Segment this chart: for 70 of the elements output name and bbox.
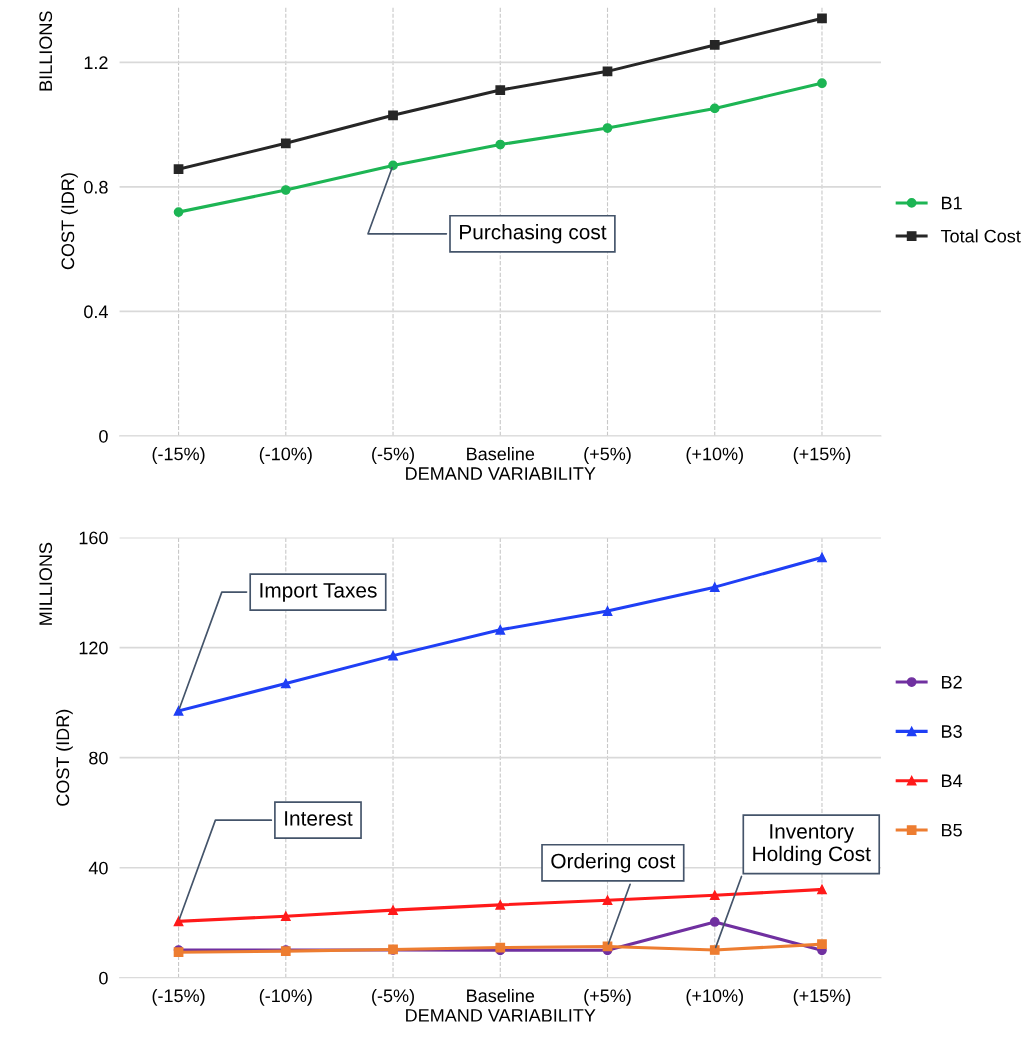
x-tick-label: (+10%)	[686, 988, 743, 1006]
legend-label: Total Cost	[940, 229, 1021, 243]
x-tick-label: (-5%)	[372, 447, 414, 464]
legend-label: B4	[942, 774, 963, 788]
point	[495, 624, 506, 635]
y-tick-label: 0.8	[84, 180, 108, 194]
x-tick-label: (-10%)	[259, 988, 312, 1006]
y-axis-title: COST (IDR)	[60, 173, 78, 270]
legend-label: B3	[942, 725, 962, 738]
point	[817, 13, 827, 24]
point	[602, 895, 613, 906]
x-tick-label: (+10%)	[686, 447, 743, 464]
point	[817, 78, 827, 89]
annotation: Purchasing cost	[460, 224, 607, 244]
point	[280, 911, 291, 922]
point	[173, 164, 184, 174]
point	[817, 884, 827, 895]
annotation: Ordering cost	[551, 853, 676, 873]
x-tick-label: (-15%)	[152, 447, 205, 464]
point	[173, 916, 184, 927]
point	[173, 706, 184, 716]
y-axis-title: COST (IDR)	[55, 709, 73, 806]
point	[388, 110, 398, 121]
point	[388, 905, 398, 915]
y-tick-label: 40	[88, 861, 108, 875]
x-axis-title: DEMAND VARIABILITY	[406, 467, 596, 480]
x-tick-label: (-10%)	[259, 447, 312, 464]
x-tick-label: Baseline	[467, 988, 535, 1003]
x-tick-label: (+5%)	[584, 988, 631, 1006]
y-tick-label: 0	[99, 429, 108, 443]
point	[173, 207, 184, 217]
point	[495, 900, 506, 910]
point	[280, 678, 291, 689]
point	[602, 606, 613, 616]
point	[495, 139, 506, 150]
x-tick-label: (+15%)	[793, 447, 851, 464]
y-tick-label: 160	[79, 531, 108, 545]
x-tick-label: Baseline	[467, 447, 535, 461]
y-tick-label: 1.2	[84, 56, 108, 69]
point	[709, 582, 720, 593]
point	[817, 939, 827, 950]
text: BILLIONS	[39, 11, 53, 91]
x-tick-label: (+15%)	[793, 988, 851, 1006]
annotation: Interest	[285, 811, 353, 826]
x-tick-label: (-5%)	[372, 988, 414, 1006]
legend-label: B2	[942, 675, 962, 689]
point	[709, 945, 720, 955]
point	[388, 650, 398, 661]
point	[388, 160, 398, 171]
y-tick-label: 0.4	[84, 305, 108, 319]
annotation: Import Taxes	[260, 583, 377, 602]
point	[495, 85, 506, 95]
point	[709, 917, 720, 927]
legend-label: B5	[942, 823, 962, 837]
annotation: Inventory Holding Cost	[753, 824, 871, 866]
text: MILLIONS	[39, 542, 53, 625]
y-tick-label: 80	[89, 751, 108, 765]
x-tick-label: (-15%)	[152, 988, 205, 1006]
point	[602, 123, 613, 133]
point	[709, 103, 720, 114]
point	[280, 138, 291, 149]
x-tick-label: (+5%)	[584, 447, 631, 464]
point	[709, 890, 720, 901]
point	[817, 552, 827, 563]
y-tick-label: 0	[99, 971, 108, 985]
legend-label: B1	[942, 196, 962, 210]
y-tick-label: 120	[79, 641, 108, 655]
x-axis-title: DEMAND VARIABILITY	[406, 1009, 596, 1022]
point	[709, 40, 720, 50]
point	[280, 185, 291, 195]
